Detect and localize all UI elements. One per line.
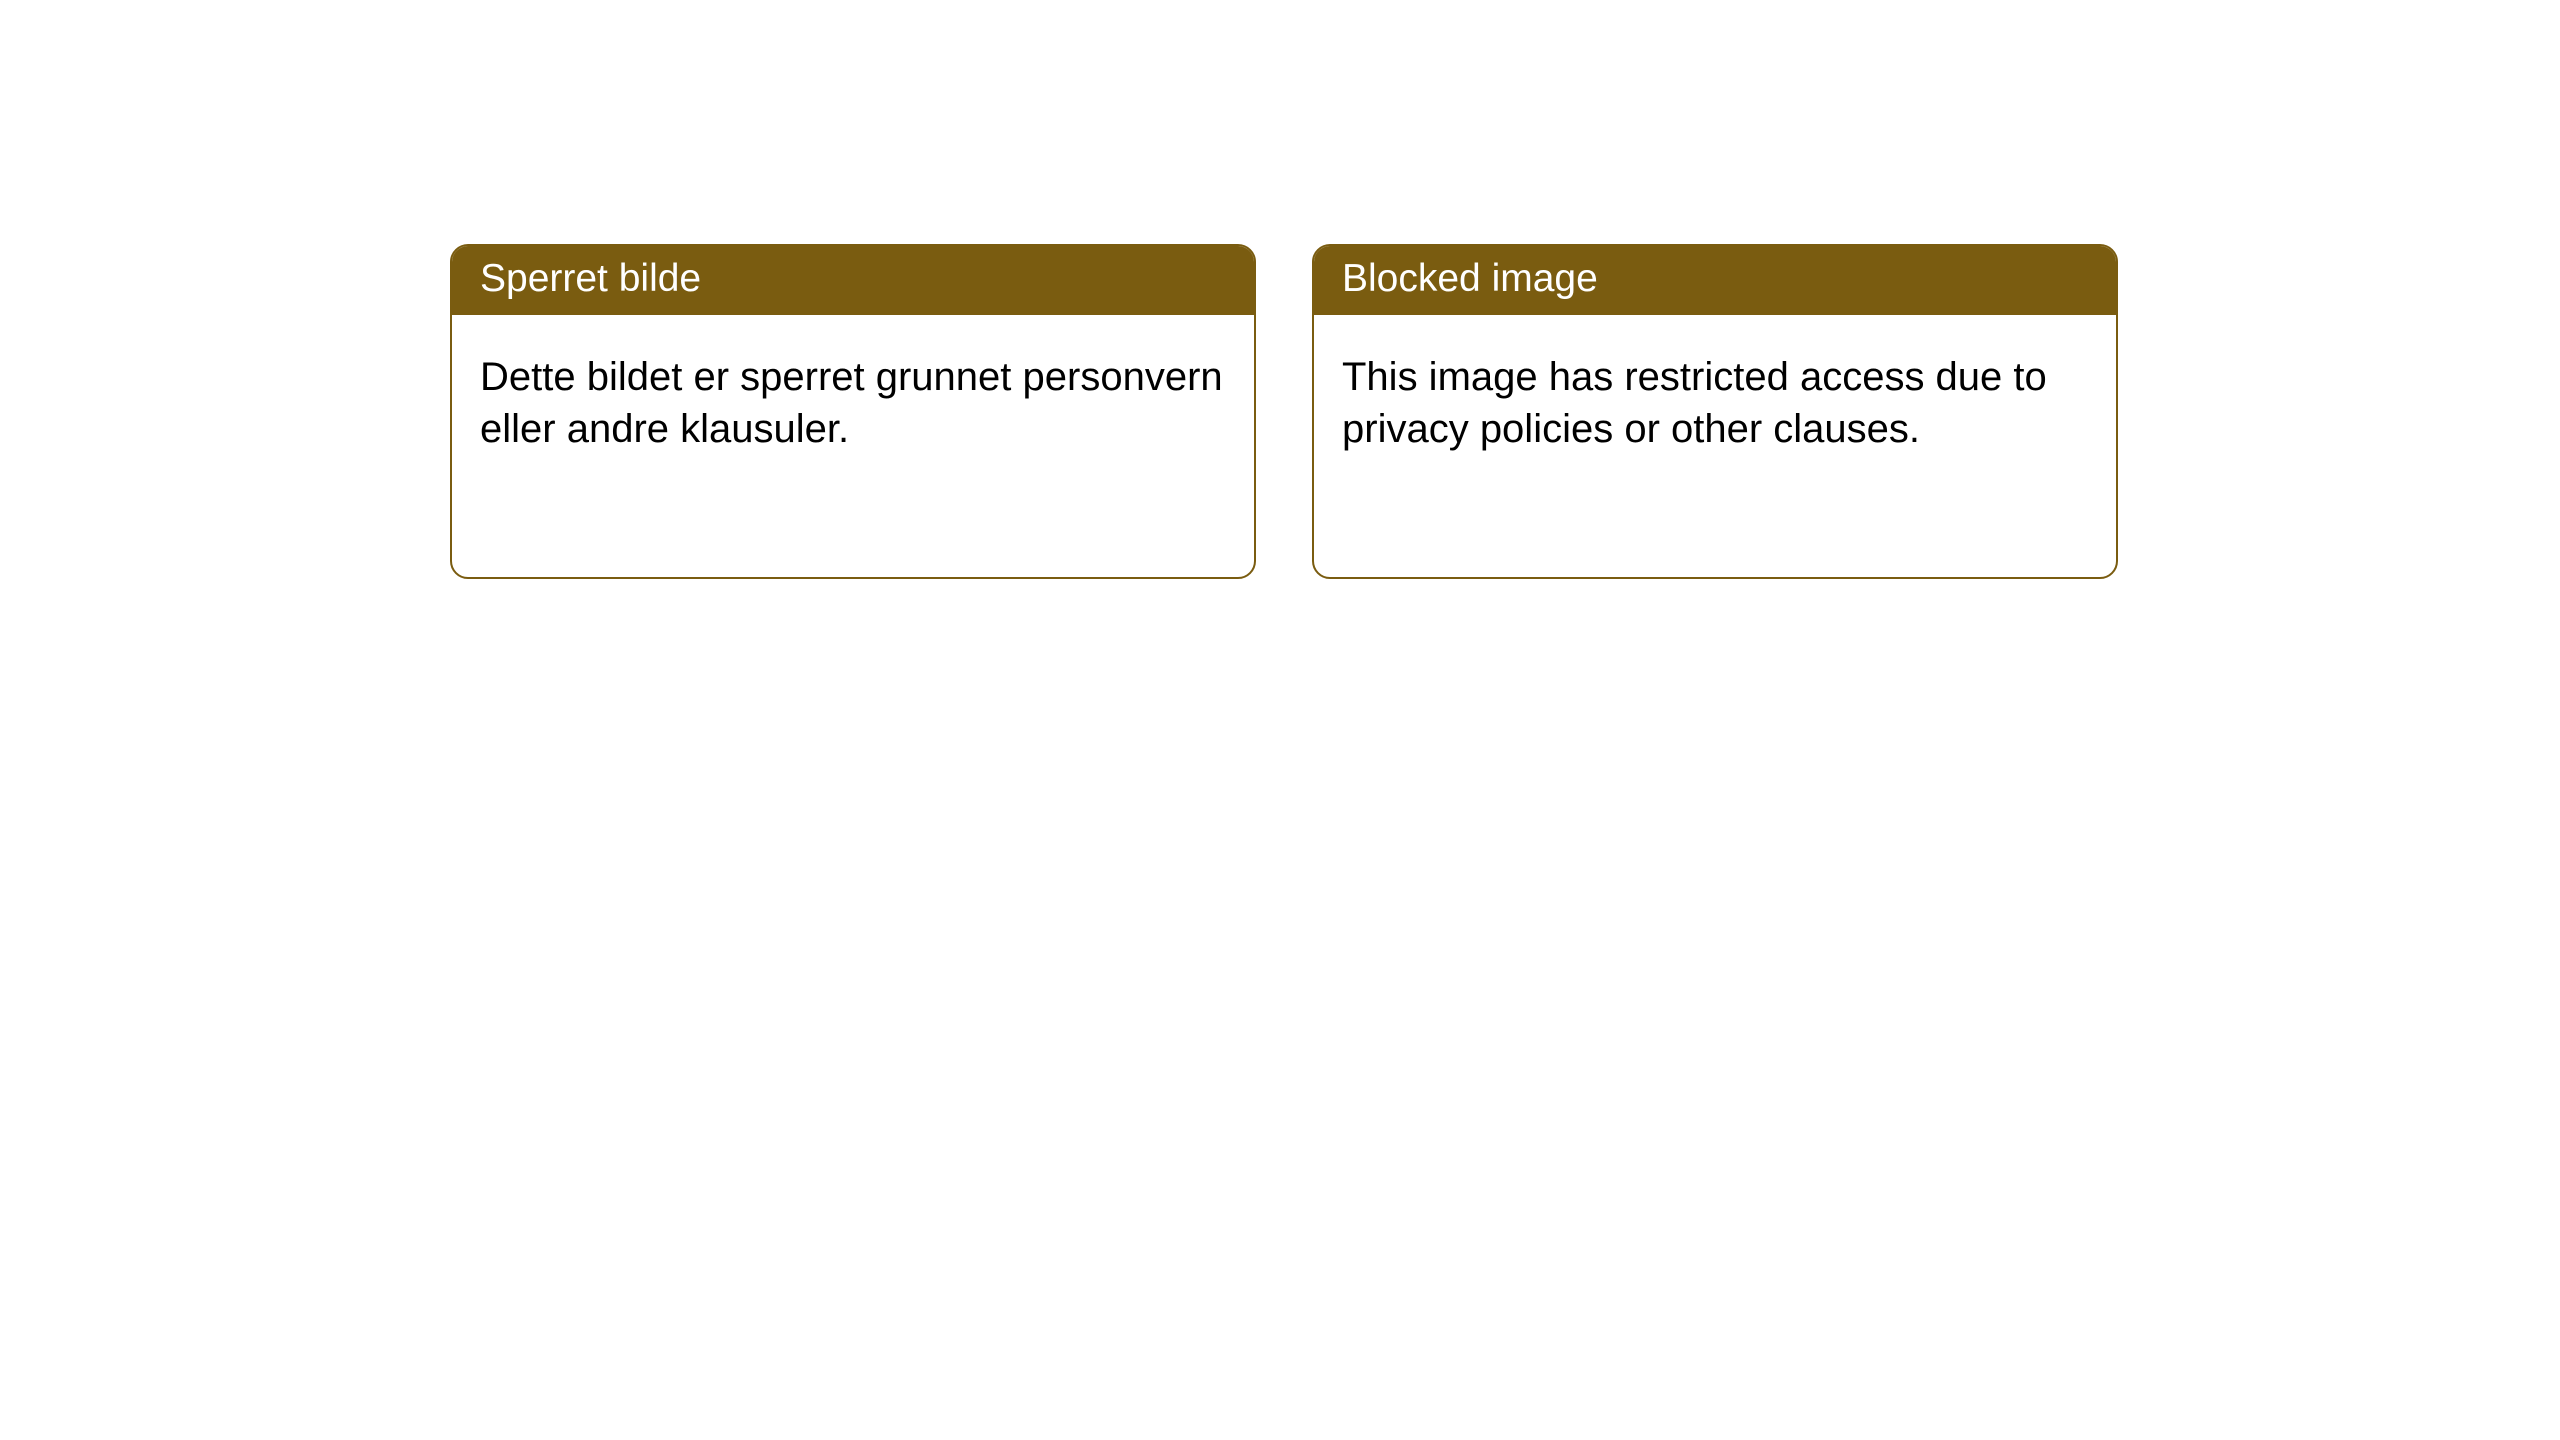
notice-body: Dette bildet er sperret grunnet personve…: [452, 315, 1254, 483]
notice-header: Blocked image: [1314, 246, 2116, 315]
notice-card-norwegian: Sperret bilde Dette bildet er sperret gr…: [450, 244, 1256, 579]
notice-header: Sperret bilde: [452, 246, 1254, 315]
notice-container: Sperret bilde Dette bildet er sperret gr…: [0, 0, 2560, 579]
notice-body: This image has restricted access due to …: [1314, 315, 2116, 483]
notice-card-english: Blocked image This image has restricted …: [1312, 244, 2118, 579]
